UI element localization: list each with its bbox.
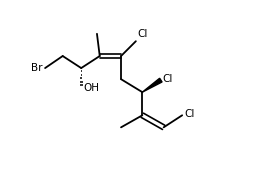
Text: OH: OH [83, 83, 99, 93]
Text: Cl: Cl [138, 29, 148, 39]
Text: Cl: Cl [163, 74, 173, 84]
Polygon shape [142, 78, 162, 92]
Text: Cl: Cl [184, 109, 194, 119]
Text: Br: Br [31, 63, 42, 73]
